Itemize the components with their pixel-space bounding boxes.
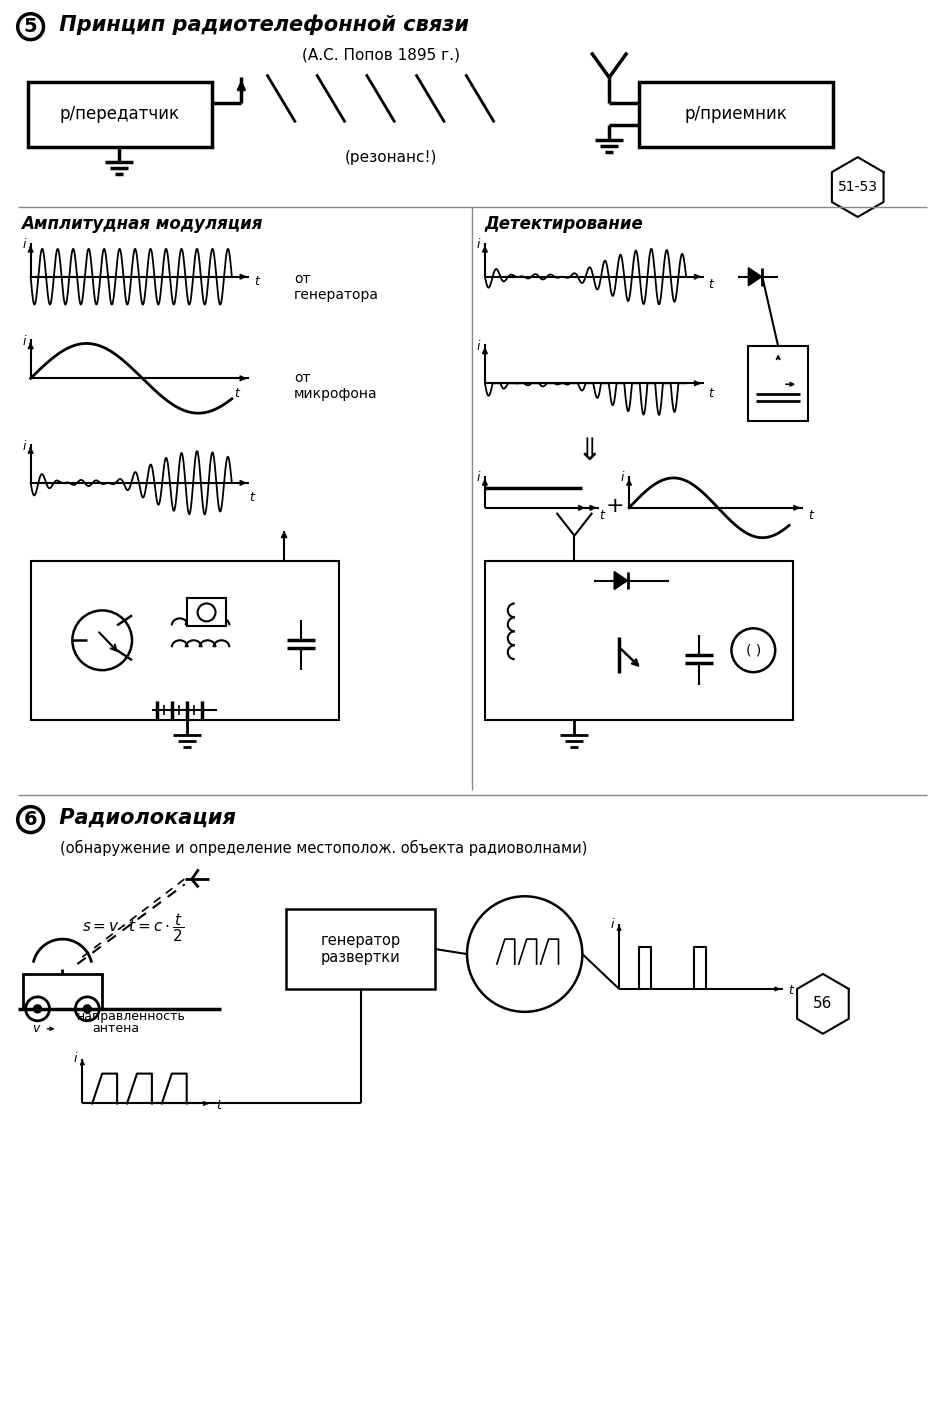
Bar [30,561,339,720]
Text: 51-53: 51-53 [837,180,878,194]
Bar [639,83,833,147]
Bar [286,910,435,990]
Text: t: t [216,1100,222,1112]
Text: t: t [249,491,254,504]
Text: i: i [22,238,25,251]
Text: $s = v \cdot t = c \cdot \dfrac{t}{2}$: $s = v \cdot t = c \cdot \dfrac{t}{2}$ [82,911,184,944]
Polygon shape [749,267,762,286]
Text: Амплитудная модуляция: Амплитудная модуляция [21,216,262,233]
Circle shape [34,1005,42,1012]
Text: Детектирование: Детектирование [485,216,644,233]
Text: от
генератора: от генератора [294,271,379,301]
Text: (обнаружение и определение местополож. объекта радиоволнами): (обнаружение и определение местополож. о… [60,840,588,855]
Text: i: i [477,471,480,484]
Text: 56: 56 [813,997,833,1011]
Bar [187,598,227,627]
Text: i: i [74,1052,77,1065]
Text: 5: 5 [24,17,38,36]
Text: i: i [22,440,25,453]
Text: t: t [254,276,260,288]
Text: +: + [606,496,625,516]
Text: t: t [808,510,813,523]
Polygon shape [615,571,628,590]
Text: ⇓: ⇓ [577,437,602,466]
Text: 6: 6 [24,810,38,830]
Text: i: i [477,238,480,251]
Text: от
микрофона: от микрофона [294,371,378,401]
Text: t: t [234,387,239,400]
Text: ( ): ( ) [746,643,761,657]
Text: Радиолокация: Радиолокация [53,808,236,828]
Text: р/передатчик: р/передатчик [59,106,179,123]
Text: Принцип радиотелефонной связи: Принцип радиотелефонной связи [53,14,469,34]
Bar [485,561,793,720]
Text: t: t [709,387,714,400]
Circle shape [83,1005,92,1012]
Text: (А.С. Попов 1895 г.): (А.С. Попов 1895 г.) [301,47,460,61]
Text: i: i [611,918,615,931]
Text: t: t [709,278,714,291]
Text: v: v [33,1022,40,1035]
Bar [749,347,808,421]
Text: (резонанс!): (резонанс!) [345,150,437,164]
Text: направленность: направленность [77,1011,186,1024]
Text: t: t [788,984,793,997]
Text: р/приемник: р/приемник [684,106,786,123]
Text: i: i [620,471,624,484]
Bar [23,974,102,1008]
Bar [27,83,211,147]
Text: i: i [22,336,25,348]
Text: i: i [477,340,480,353]
Text: генератор
развертки: генератор развертки [321,932,400,965]
Text: антена: антена [93,1022,140,1035]
Text: t: t [599,510,604,523]
